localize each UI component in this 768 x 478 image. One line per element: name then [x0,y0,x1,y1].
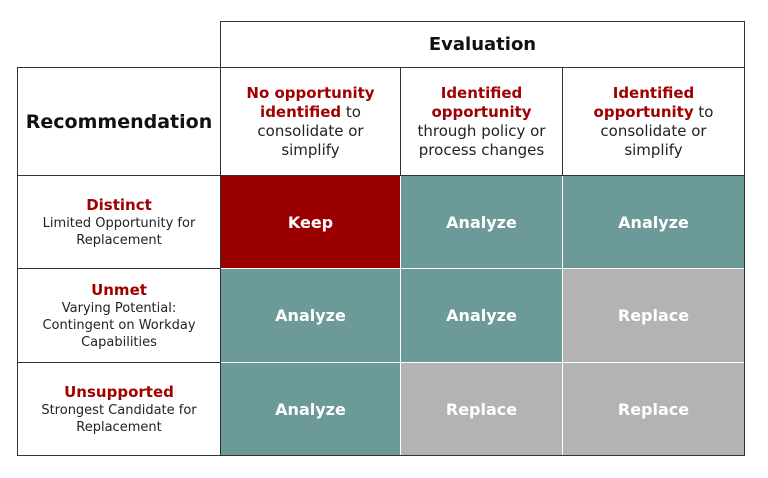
row-header-distinct: Distinct Limited Opportunity for Replace… [17,175,221,269]
row-header-subtitle: Limited Opportunity for Replacement [42,215,196,248]
row-header-subtitle: Varying Potential: Contingent on Workday… [42,300,196,350]
matrix-cell-label: Analyze [618,212,689,232]
row-header-unmet: Unmet Varying Potential: Contingent on W… [17,268,221,363]
column-header-3: Identified opportunity to consolidate or… [562,67,745,176]
column-header-3-emphasis: Identified opportunity [593,83,695,121]
matrix-cell-label: Analyze [446,306,517,325]
column-header-3-text: to consolidate or simplify [600,102,714,159]
row-header-title: Unmet [91,280,147,299]
matrix-cell-label: Replace [617,306,690,325]
matrix-cell: Keep [220,175,401,269]
matrix-cell: Analyze [220,268,401,363]
column-header-2: Identified opportunity through policy or… [400,67,563,176]
column-header-2-emphasis: Identified opportunity [431,83,532,121]
row-header-title: Unsupported [64,382,174,401]
row-header-unsupported: Unsupported Strongest Candidate for Repl… [17,362,221,456]
matrix-cell: Replace [400,362,563,456]
column-header-1-text: to consolidate or simplify [257,102,364,159]
column-header-2-text: through policy or process changes [417,121,546,159]
matrix-cell-label: Analyze [446,212,517,232]
matrix-cell: Analyze [400,175,563,269]
matrix-cell-label: Replace [445,399,518,419]
matrix-cell-label: Analyze [275,399,346,419]
matrix-cell: Analyze [562,175,745,269]
column-header-1-emphasis: No opportunity identified [246,83,375,121]
matrix-cell-label: Analyze [275,306,346,325]
row-header-subtitle: Strongest Candidate for Replacement [41,402,197,435]
recommendation-header: Recommendation [17,67,221,176]
matrix-cell-label: Replace [617,399,690,419]
matrix-cell: Analyze [400,268,563,363]
matrix-cell: Analyze [220,362,401,456]
column-header-1: No opportunity identified to consolidate… [220,67,401,176]
recommendation-header-label: Recommendation [25,110,213,133]
matrix-cell: Replace [562,268,745,363]
evaluation-header-label: Evaluation [428,34,537,55]
evaluation-header: Evaluation [220,21,745,68]
matrix-cell: Replace [562,362,745,456]
row-header-title: Distinct [86,195,152,214]
matrix-cell-label: Keep [287,212,334,232]
